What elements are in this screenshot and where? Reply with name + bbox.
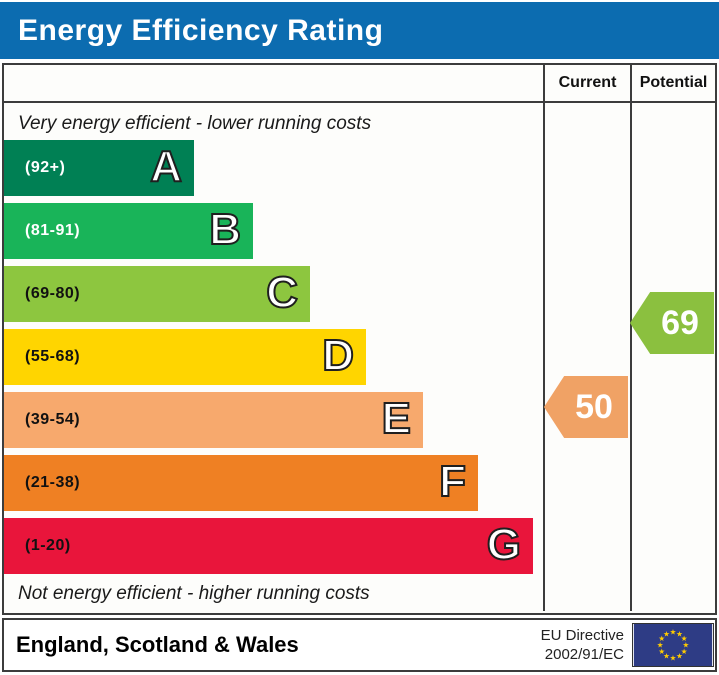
- eu-star-icon: ★: [676, 652, 683, 661]
- band-range-label: (69-80): [25, 285, 81, 302]
- band-letter: B: [208, 205, 242, 255]
- eu-star-icon: ★: [663, 629, 670, 638]
- current-column: 50: [543, 103, 630, 611]
- band-letter: A: [149, 142, 183, 192]
- header-spacer-cell: [4, 65, 543, 101]
- top-note: Very energy efficient - lower running co…: [18, 113, 372, 134]
- rating-bands: (92+) A (81-91) B (69-80) C (55-68) D (3…: [4, 140, 543, 574]
- band-range-label: (39-54): [25, 411, 81, 428]
- current-rating-arrow: 50: [544, 376, 628, 438]
- rating-band-bar: (21-38) F: [4, 455, 478, 511]
- rating-band-bar: (69-80) C: [4, 266, 310, 322]
- rating-band-row: (92+) A: [4, 140, 543, 196]
- rating-table: Current Potential Very energy efficient …: [2, 63, 717, 615]
- rating-band-row: (1-20) G: [4, 518, 543, 574]
- column-header-current: Current: [543, 65, 630, 101]
- footer-bar: England, Scotland & Wales EU Directive 2…: [2, 618, 717, 672]
- bands-column: Very energy efficient - lower running co…: [4, 103, 543, 611]
- band-range-label: (81-91): [25, 222, 81, 239]
- eu-star-icon: ★: [681, 647, 688, 656]
- eu-star-icon: ★: [663, 652, 670, 661]
- eu-star-icon: ★: [657, 641, 664, 650]
- rating-band-bar: (39-54) E: [4, 392, 423, 448]
- region-label: England, Scotland & Wales: [16, 632, 299, 657]
- rating-band-row: (39-54) E: [4, 392, 543, 448]
- band-letter: C: [265, 268, 299, 318]
- band-letter: E: [381, 394, 412, 444]
- eu-star-icon: ★: [681, 634, 688, 643]
- band-range-label: (55-68): [25, 348, 81, 365]
- rating-band-bar: (81-91) B: [4, 203, 253, 259]
- eu-directive-text: EU Directive 2002/91/EC: [541, 626, 624, 664]
- page-title: Energy Efficiency Rating: [18, 13, 384, 47]
- rating-band-bar: (1-20) G: [4, 518, 533, 574]
- title-banner: Energy Efficiency Rating: [0, 2, 719, 59]
- band-range-label: (21-38): [25, 474, 81, 491]
- rating-band-row: (69-80) C: [4, 266, 543, 322]
- table-header-row: Current Potential: [4, 65, 715, 103]
- eu-star-icon: ★: [658, 634, 665, 643]
- eu-star-icon: ★: [676, 629, 683, 638]
- band-letter: D: [321, 331, 355, 381]
- band-range-label: (92+): [25, 159, 66, 176]
- rating-band-bar: (55-68) D: [4, 329, 366, 385]
- rating-band-bar: (92+) A: [4, 140, 194, 196]
- band-letter: G: [486, 520, 522, 570]
- potential-rating-arrow: 69: [630, 292, 714, 354]
- column-header-potential: Potential: [630, 65, 715, 101]
- potential-rating-value: 69: [661, 303, 699, 342]
- bottom-note: Not energy efficient - higher running co…: [18, 583, 370, 604]
- table-body: Very energy efficient - lower running co…: [4, 103, 715, 611]
- rating-band-row: (81-91) B: [4, 203, 543, 259]
- eu-directive-line2: 2002/91/EC: [544, 646, 624, 663]
- eu-directive-line1: EU Directive: [540, 627, 624, 644]
- band-range-label: (1-20): [25, 537, 71, 554]
- eu-star-icon: ★: [682, 641, 689, 650]
- eu-star-icon: ★: [658, 647, 665, 656]
- band-letter: F: [438, 457, 467, 507]
- rating-band-row: (55-68) D: [4, 329, 543, 385]
- current-rating-value: 50: [575, 387, 613, 426]
- eu-star-icon: ★: [670, 628, 677, 637]
- eu-flag-icon: ★ ★★★★★★★★★★★: [632, 623, 714, 667]
- potential-column: 69: [630, 103, 715, 611]
- eu-star-icon: ★: [670, 653, 677, 662]
- rating-band-row: (21-38) F: [4, 455, 543, 511]
